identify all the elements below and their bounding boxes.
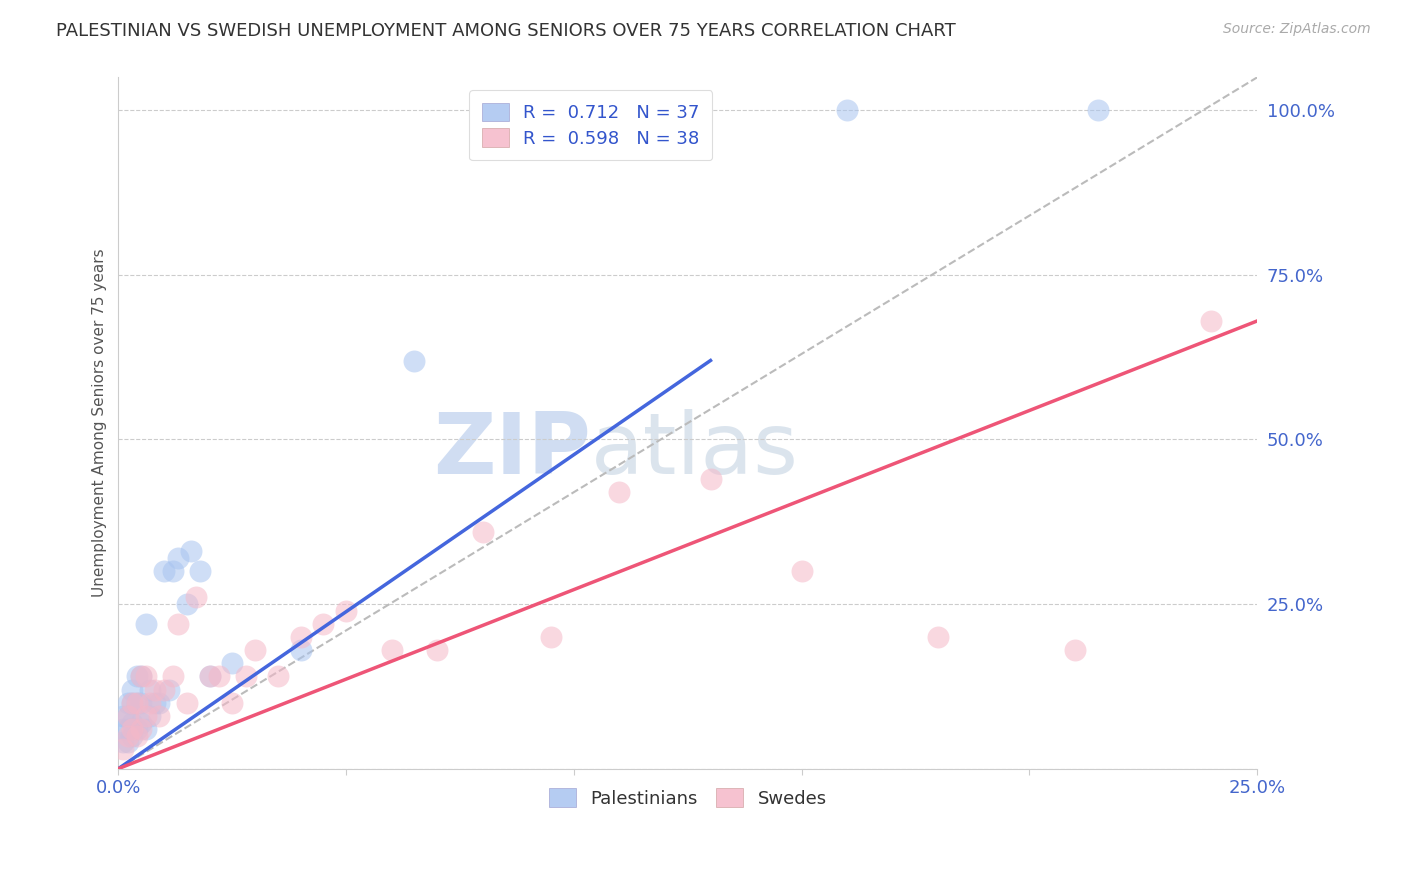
Point: [129, 722, 152, 736]
Point: [125, 696, 148, 710]
Point: [148, 696, 170, 710]
Point: [135, 669, 157, 683]
Point: [143, 696, 166, 710]
Point: [117, 696, 139, 710]
Point: [121, 722, 143, 736]
Point: [157, 682, 180, 697]
Point: [426, 643, 449, 657]
Point: [198, 669, 221, 683]
Point: [111, 722, 134, 736]
Point: [562, 103, 585, 118]
Point: [129, 696, 152, 710]
Point: [1201, 314, 1223, 328]
Point: [221, 657, 243, 671]
Point: [176, 597, 198, 611]
Text: Source: ZipAtlas.com: Source: ZipAtlas.com: [1223, 22, 1371, 37]
Y-axis label: Unemployment Among Seniors over 75 years: Unemployment Among Seniors over 75 years: [93, 249, 107, 598]
Point: [125, 669, 148, 683]
Point: [609, 485, 631, 500]
Text: ZIP: ZIP: [433, 409, 591, 492]
Point: [129, 669, 152, 683]
Point: [471, 524, 494, 539]
Point: [312, 616, 335, 631]
Point: [125, 722, 148, 736]
Point: [404, 353, 426, 368]
Point: [162, 564, 184, 578]
Point: [208, 669, 231, 683]
Point: [290, 643, 312, 657]
Point: [267, 669, 290, 683]
Point: [135, 709, 157, 723]
Point: [117, 709, 139, 723]
Point: [540, 630, 562, 644]
Point: [162, 669, 184, 683]
Point: [125, 729, 148, 743]
Point: [121, 729, 143, 743]
Point: [180, 544, 202, 558]
Point: [335, 604, 357, 618]
Point: [111, 735, 134, 749]
Point: [135, 616, 157, 631]
Point: [121, 715, 143, 730]
Point: [125, 696, 148, 710]
Point: [121, 682, 143, 697]
Point: [139, 696, 162, 710]
Point: [111, 742, 134, 756]
Point: [117, 709, 139, 723]
Point: [117, 735, 139, 749]
Point: [1087, 103, 1109, 118]
Point: [139, 682, 162, 697]
Point: [243, 643, 266, 657]
Point: [117, 722, 139, 736]
Point: [176, 696, 198, 710]
Point: [699, 472, 721, 486]
Point: [117, 729, 139, 743]
Point: [927, 630, 949, 644]
Point: [121, 696, 143, 710]
Point: [290, 630, 312, 644]
Point: [129, 669, 152, 683]
Point: [153, 682, 176, 697]
Point: [153, 564, 176, 578]
Point: [235, 669, 257, 683]
Point: [111, 709, 134, 723]
Point: [135, 722, 157, 736]
Point: [184, 591, 207, 605]
Point: [837, 103, 859, 118]
Point: [139, 709, 162, 723]
Text: atlas: atlas: [591, 409, 799, 492]
Point: [1063, 643, 1085, 657]
Point: [166, 551, 188, 566]
Point: [221, 696, 243, 710]
Point: [790, 564, 813, 578]
Point: [121, 696, 143, 710]
Point: [166, 616, 188, 631]
Text: PALESTINIAN VS SWEDISH UNEMPLOYMENT AMONG SENIORS OVER 75 YEARS CORRELATION CHAR: PALESTINIAN VS SWEDISH UNEMPLOYMENT AMON…: [56, 22, 956, 40]
Point: [148, 709, 170, 723]
Point: [381, 643, 404, 657]
Point: [143, 682, 166, 697]
Point: [198, 669, 221, 683]
Legend: Palestinians, Swedes: Palestinians, Swedes: [541, 781, 834, 815]
Point: [129, 715, 152, 730]
Point: [190, 564, 212, 578]
